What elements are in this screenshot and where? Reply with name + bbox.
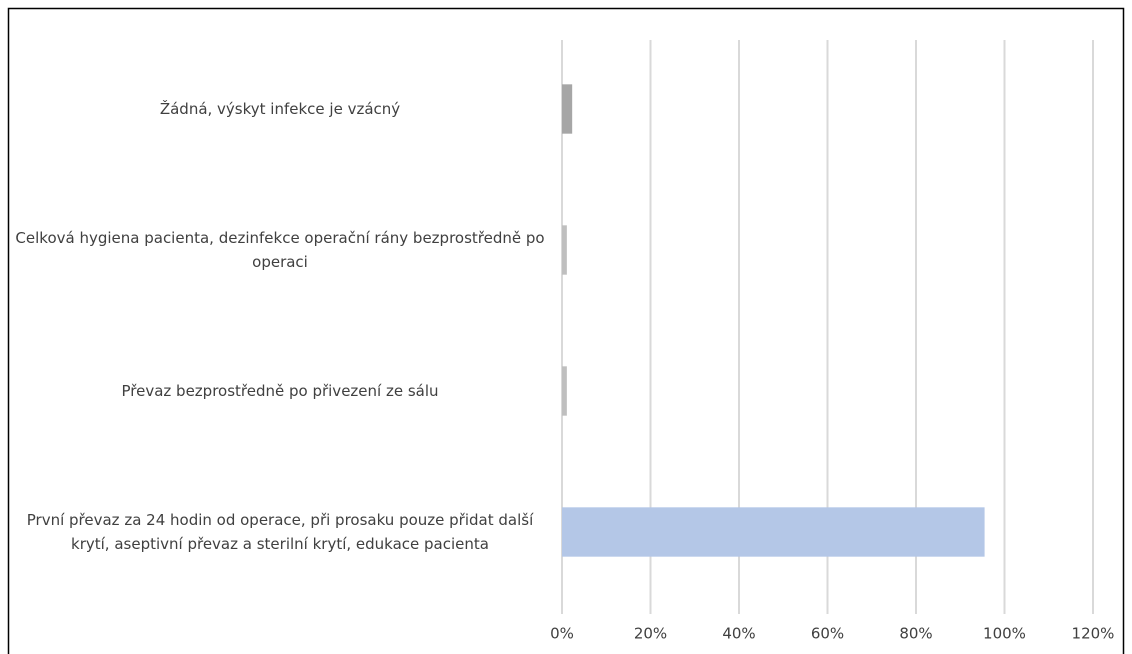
x-tick-label: 20% <box>634 625 667 643</box>
frame <box>7 7 1125 654</box>
x-tick-label: 100% <box>983 625 1026 643</box>
bar <box>562 507 985 557</box>
y-tick-label: Převaz bezprostředně po přivezení ze sál… <box>121 382 439 400</box>
bar <box>562 84 573 134</box>
x-tick-label: 60% <box>811 625 844 643</box>
x-tick-label: 0% <box>550 625 574 643</box>
y-tick-label: Žádná, výskyt infekce je vzácný <box>159 100 401 118</box>
y-tick-label: První převaz za 24 hodin od operace, při… <box>26 511 534 553</box>
x-tick-label: 120% <box>1072 625 1115 643</box>
y-tick-label: Celková hygiena pacienta, dezinfekce ope… <box>15 229 545 271</box>
bar <box>562 225 567 275</box>
x-tick-label: 40% <box>722 625 755 643</box>
x-tick-label: 80% <box>899 625 932 643</box>
bar <box>562 366 567 416</box>
